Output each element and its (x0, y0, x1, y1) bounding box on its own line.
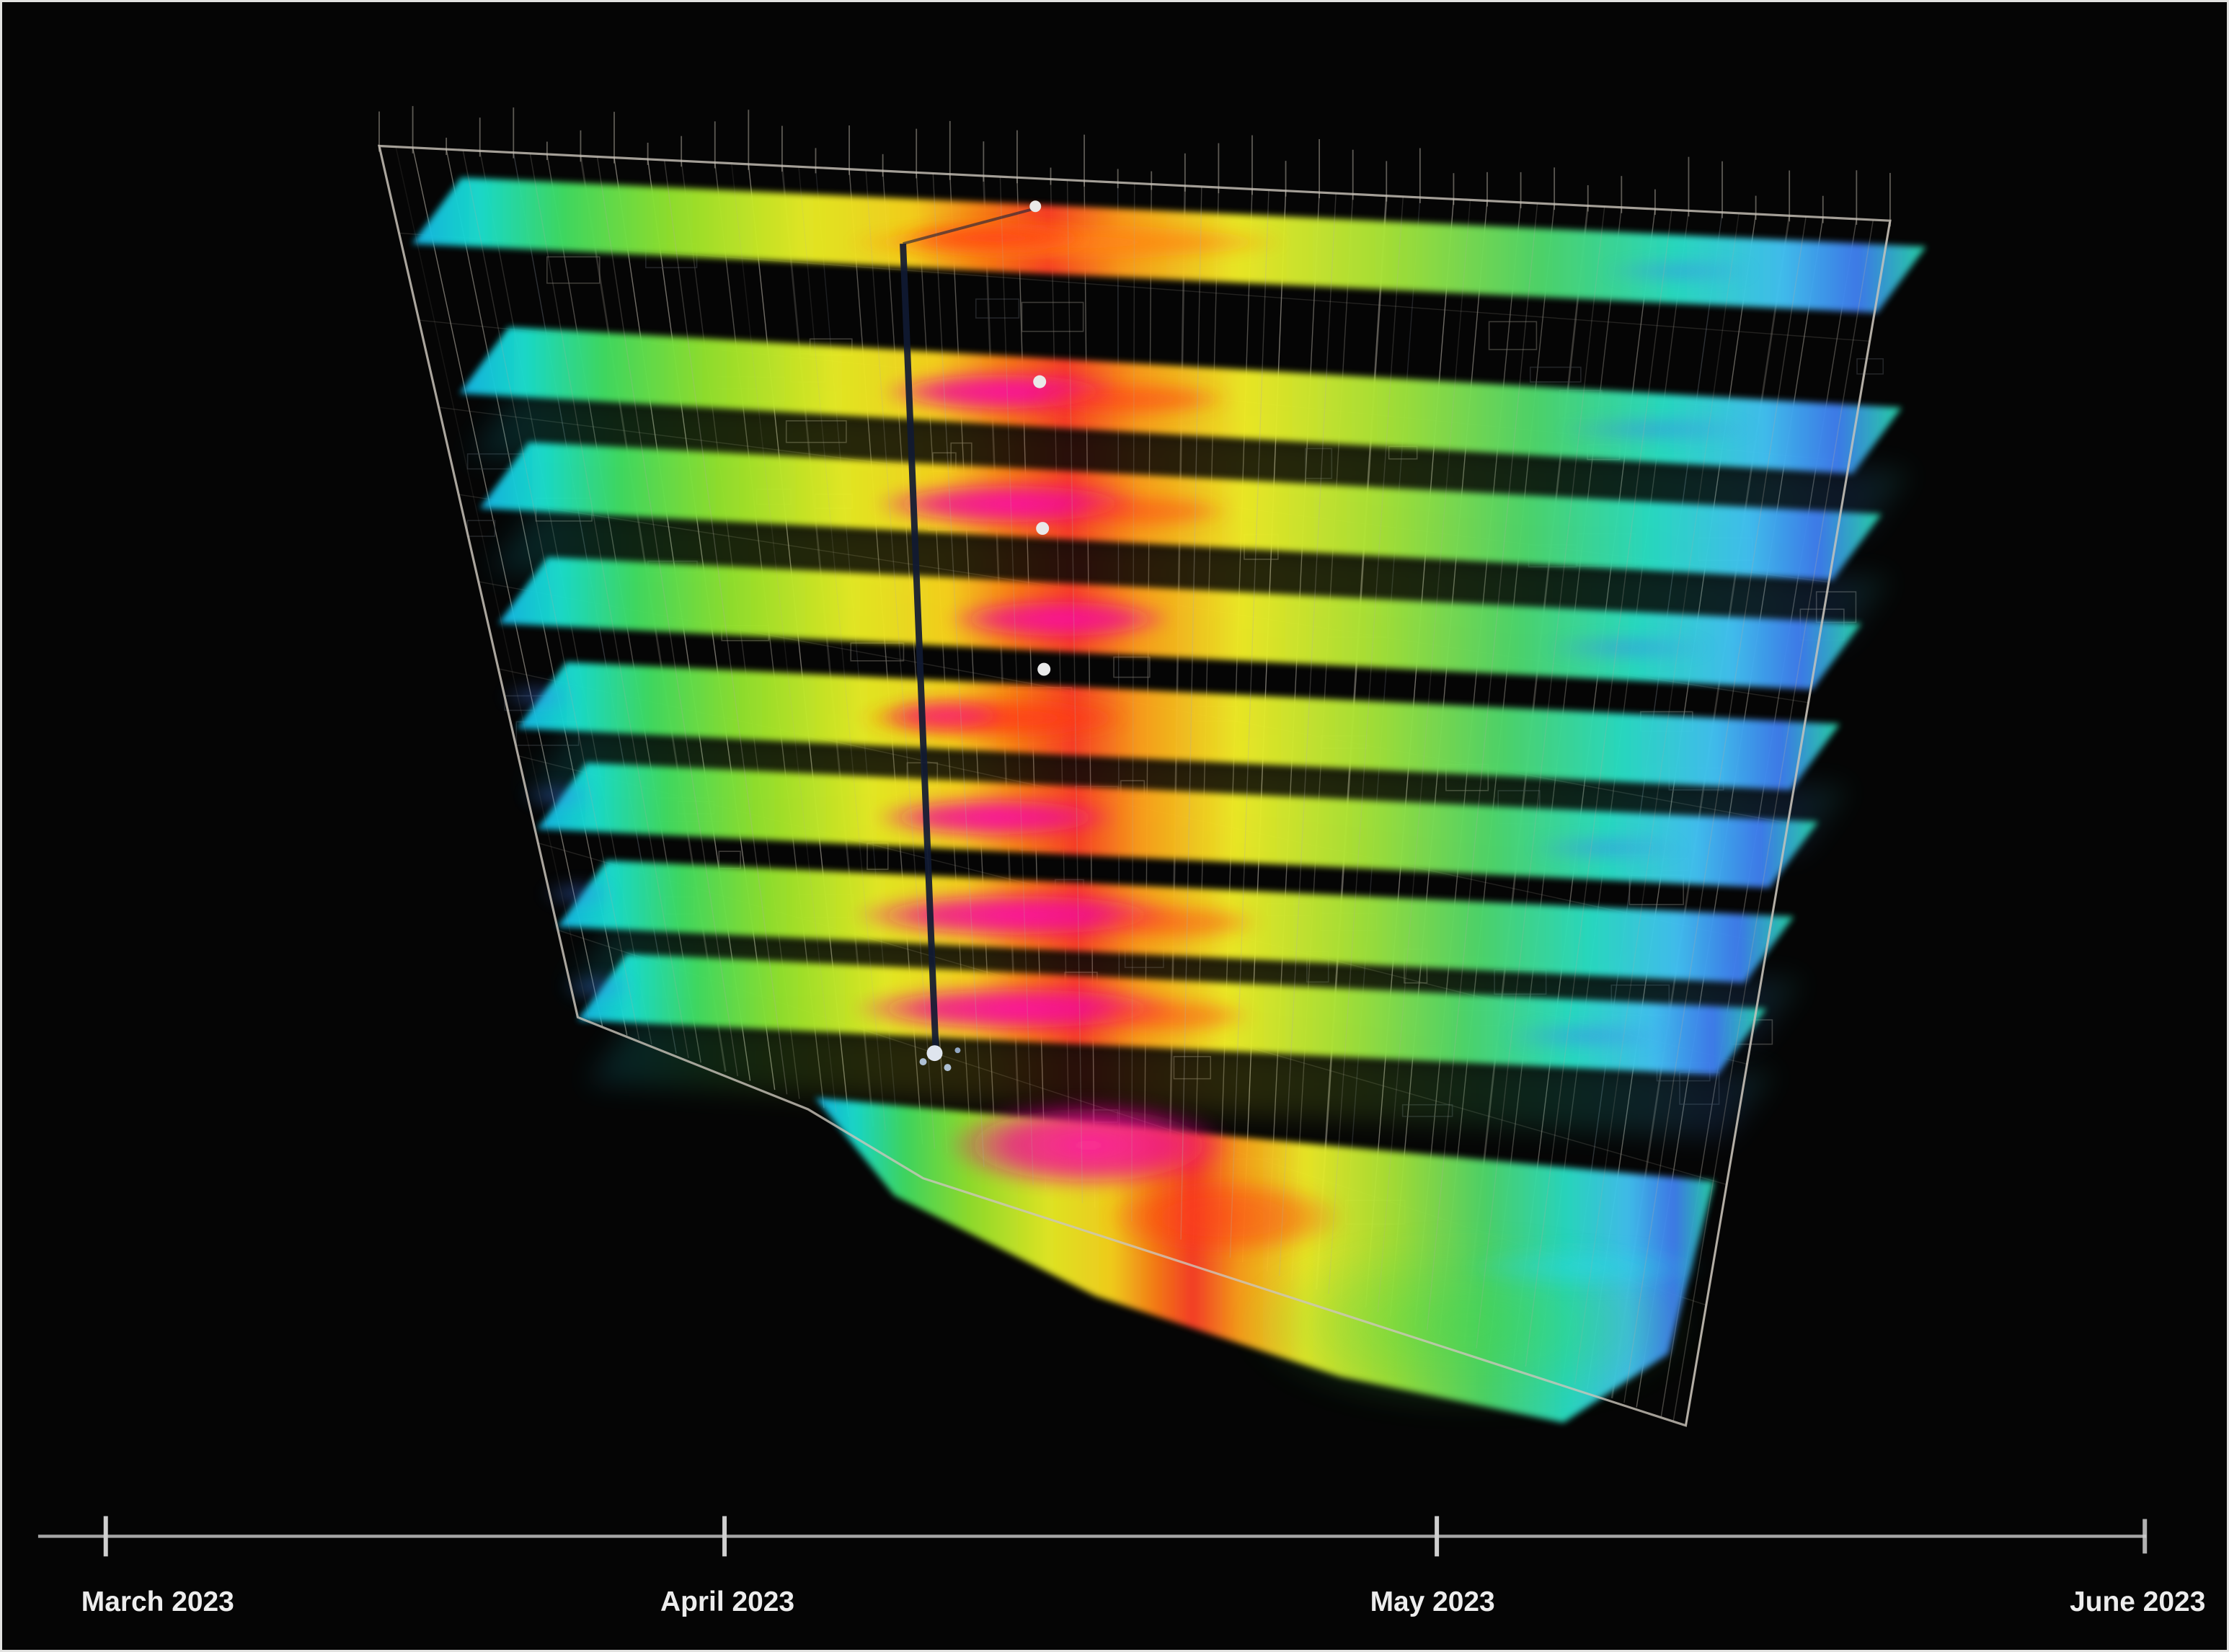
elevator-shaft (900, 243, 939, 1057)
blue-tip (500, 683, 575, 710)
building-model (377, 106, 1926, 1427)
sensor-sphere (1029, 200, 1042, 213)
heat-core (1031, 381, 1233, 417)
blue-streak (1527, 834, 1686, 861)
floor-slab-5 (517, 662, 1840, 791)
blue-tip (560, 974, 636, 1000)
shaft-connector (903, 208, 1033, 246)
heat-core (894, 223, 1096, 253)
floor-slab-6 (537, 763, 1819, 888)
heat-core (1081, 997, 1254, 1035)
axis-label-april-2023: April 2023 (660, 1586, 794, 1617)
sensor-spheres (919, 200, 1051, 1072)
sensor-sphere (926, 1045, 943, 1062)
floor-slab-4 (498, 556, 1861, 690)
building-outline (377, 144, 1892, 1427)
blue-tip (520, 783, 595, 809)
axis-label-may-2023: May 2023 (1370, 1586, 1495, 1617)
blue-streak (1541, 634, 1715, 661)
sensor-sphere (1036, 522, 1050, 536)
heat-core (944, 597, 1175, 641)
heat-core (879, 698, 1010, 733)
axis-label-june-2023: June 2023 (2070, 1586, 2205, 1617)
wireframe-structure-front (395, 146, 1874, 1421)
timeline-axis: March 2023 April 2023 May 2023 June 2023 (37, 1516, 2205, 1617)
heat-core (1103, 1176, 1348, 1258)
heat-cores (843, 223, 1708, 1414)
sensor-dot (954, 1047, 961, 1054)
sensor-dot (944, 1064, 952, 1072)
heat-core (1089, 903, 1262, 941)
heat-patch-cyan (1463, 1244, 1708, 1291)
blue-streak (1498, 1023, 1672, 1049)
sensor-sphere (1033, 375, 1047, 388)
floor-slabs (412, 177, 1926, 1423)
cool-accents (500, 259, 1758, 1049)
blue-tip (540, 880, 616, 907)
blue-streak (1556, 416, 1758, 443)
axis-label-march-2023: March 2023 (81, 1586, 234, 1617)
blue-streak (1599, 259, 1758, 283)
heat-core (944, 1099, 1233, 1191)
heat-core (1060, 494, 1233, 529)
heat-core (872, 796, 1117, 839)
sensor-sphere (1037, 662, 1051, 676)
sensor-dot (919, 1058, 927, 1066)
